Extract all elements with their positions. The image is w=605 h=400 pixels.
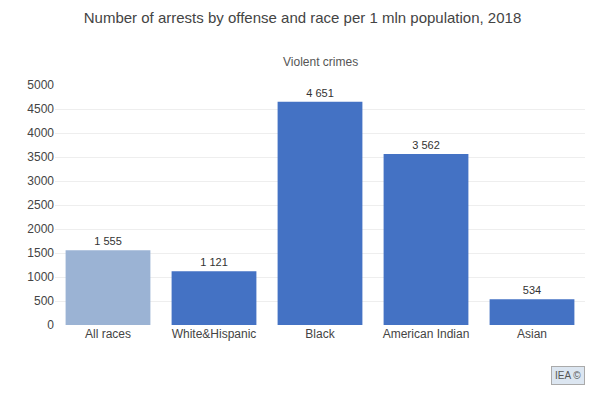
svg-text:3000: 3000 bbox=[27, 174, 54, 188]
svg-text:534: 534 bbox=[523, 284, 541, 296]
svg-text:5000: 5000 bbox=[27, 78, 54, 92]
svg-text:Number of arrests by offense a: Number of arrests by offense and race pe… bbox=[84, 9, 521, 26]
svg-text:1500: 1500 bbox=[27, 246, 54, 260]
svg-text:3 562: 3 562 bbox=[412, 139, 440, 151]
svg-text:American Indian: American Indian bbox=[383, 327, 470, 341]
svg-text:All races: All races bbox=[85, 327, 131, 341]
svg-text:Black: Black bbox=[305, 327, 335, 341]
svg-text:4 651: 4 651 bbox=[306, 87, 334, 99]
svg-text:Asian: Asian bbox=[517, 327, 547, 341]
svg-text:IEA ©: IEA © bbox=[555, 370, 581, 381]
svg-text:2500: 2500 bbox=[27, 198, 54, 212]
svg-text:500: 500 bbox=[34, 294, 54, 308]
svg-text:White&Hispanic: White&Hispanic bbox=[172, 327, 257, 341]
svg-text:0: 0 bbox=[47, 318, 54, 332]
svg-text:3500: 3500 bbox=[27, 150, 54, 164]
svg-text:1000: 1000 bbox=[27, 270, 54, 284]
svg-text:4000: 4000 bbox=[27, 126, 54, 140]
svg-text:1 121: 1 121 bbox=[200, 256, 228, 268]
svg-text:Violent crimes: Violent crimes bbox=[283, 55, 358, 69]
svg-text:4500: 4500 bbox=[27, 102, 54, 116]
svg-text:1 555: 1 555 bbox=[94, 235, 122, 247]
svg-text:2000: 2000 bbox=[27, 222, 54, 236]
